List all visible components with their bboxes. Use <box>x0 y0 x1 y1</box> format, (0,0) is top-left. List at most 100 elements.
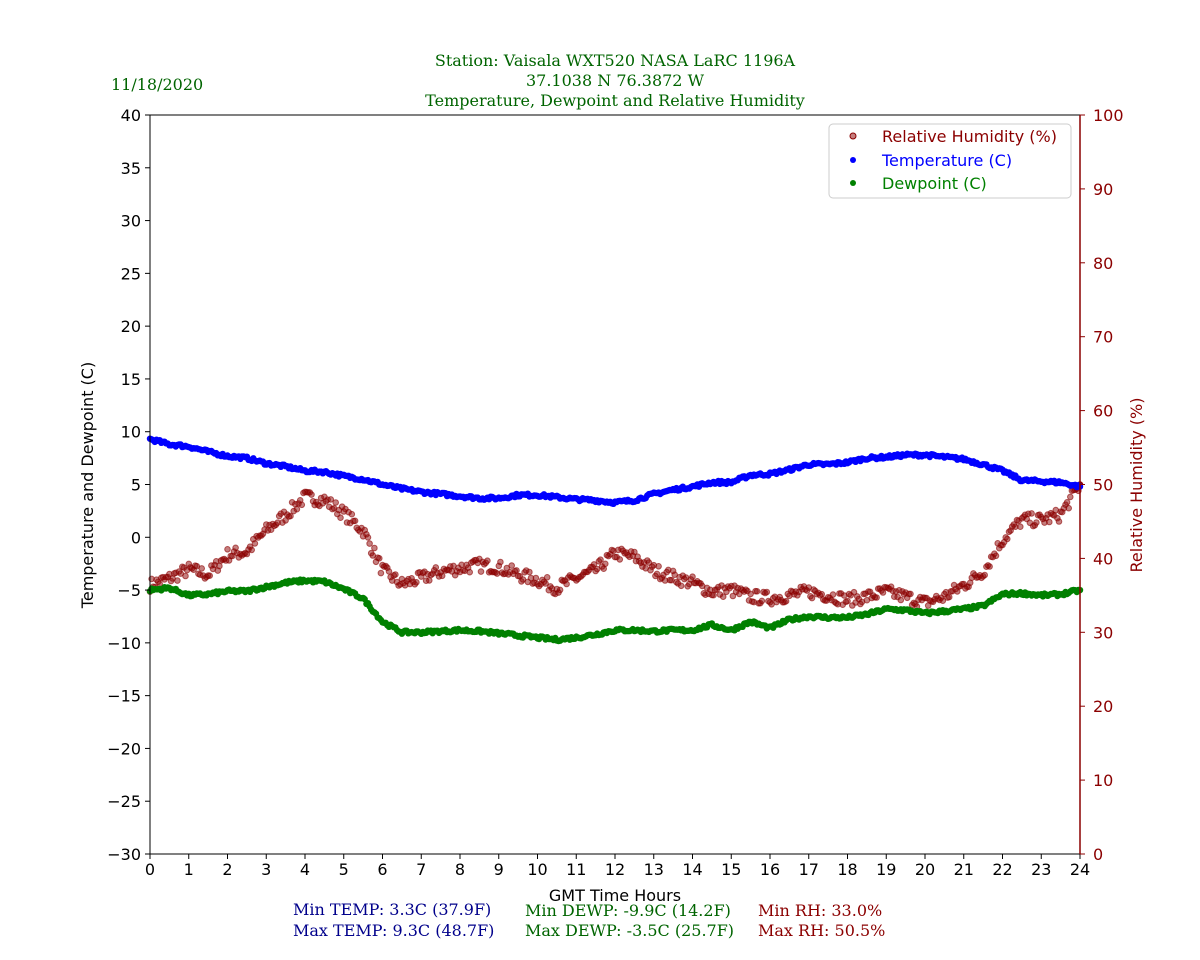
legend-marker-rh <box>849 132 857 140</box>
x-tick-label: 15 <box>721 860 741 879</box>
legend-marker-dewp <box>850 180 856 186</box>
y2-tick-label: 10 <box>1093 771 1113 790</box>
y-tick-label: 5 <box>131 476 141 495</box>
rh-point <box>992 552 1000 560</box>
legend-box <box>828 123 1072 199</box>
legend: Relative Humidity (%) Temperature (C) De… <box>828 123 1072 199</box>
x-tick-label: 20 <box>915 860 935 879</box>
x-tick-label: 9 <box>494 860 504 879</box>
x-axis-label: GMT Time Hours <box>549 886 681 905</box>
rh-point <box>616 556 624 563</box>
rh-point <box>513 567 520 574</box>
rh-point <box>542 580 549 587</box>
x-tick-label: 18 <box>837 860 857 879</box>
rh-point <box>497 558 504 566</box>
title-line-2: 37.1038 N 76.3872 W <box>526 71 705 90</box>
x-tick-label: 2 <box>222 860 232 879</box>
rh-point <box>763 588 771 596</box>
date-label: 11/18/2020 <box>111 75 203 94</box>
x-tick-label: 10 <box>527 860 547 879</box>
y-tick-label: −15 <box>107 687 141 706</box>
axes: 0 1 2 3 4 5 6 7 8 9 10 11 12 13 14 15 16 17 18 19 20 21 22 23 24… <box>107 106 1123 879</box>
min-temp-stat: Min TEMP: 3.3C (37.9F) <box>293 900 491 919</box>
x-tick-label: 0 <box>145 860 155 879</box>
y2-tick-label: 20 <box>1093 697 1113 716</box>
rh-point <box>371 544 378 552</box>
rh-point <box>1055 518 1063 525</box>
rh-point <box>348 510 356 518</box>
y-tick-label: −30 <box>107 845 141 864</box>
legend-marker-temp <box>850 157 856 163</box>
rh-point <box>655 563 662 570</box>
y2-tick-label: 70 <box>1093 328 1113 347</box>
x-tick-label: 6 <box>377 860 387 879</box>
rh-point <box>251 540 259 547</box>
rh-point <box>174 577 181 584</box>
x-tick-label: 7 <box>416 860 426 879</box>
rh-point <box>747 590 754 598</box>
rh-point <box>850 588 858 596</box>
rh-point <box>332 499 340 506</box>
rh-point <box>543 574 551 581</box>
rh-point <box>377 569 385 577</box>
rh-point <box>653 570 661 578</box>
y2-tick-label: 40 <box>1093 549 1113 568</box>
y2-tick-label: 90 <box>1093 180 1113 199</box>
y-tick-label: 15 <box>121 370 141 389</box>
min-rh-stat: Min RH: 33.0% <box>758 901 882 920</box>
rh-point <box>829 591 837 598</box>
y-tick-label: 20 <box>121 317 141 336</box>
rh-point <box>590 561 598 568</box>
y-tick-label: −5 <box>117 581 141 600</box>
rh-point <box>945 593 953 601</box>
rh-point <box>631 548 638 556</box>
rh-point <box>364 534 372 541</box>
rh-point <box>432 564 440 571</box>
rh-point <box>758 597 766 605</box>
rh-point <box>298 501 306 509</box>
x-tick-label: 19 <box>876 860 896 879</box>
max-temp-stat: Max TEMP: 9.3C (48.7F) <box>293 921 494 940</box>
title-line-3: Temperature, Dewpoint and Relative Humid… <box>425 91 805 110</box>
x-tick-label: 5 <box>339 860 349 879</box>
rh-point <box>327 496 335 503</box>
rh-point <box>287 512 294 520</box>
rh-point <box>392 571 399 578</box>
rh-point <box>477 568 485 575</box>
rh-point <box>224 546 231 553</box>
y-tick-label: 40 <box>121 106 141 125</box>
rh-point <box>689 573 696 581</box>
rh-point <box>1067 493 1074 501</box>
x-tick-label: 21 <box>954 860 974 879</box>
rh-point <box>198 565 205 572</box>
rh-point <box>1017 523 1024 531</box>
rh-point <box>556 586 564 594</box>
rh-point <box>1046 518 1053 526</box>
y2-tick-label: 0 <box>1093 845 1103 864</box>
rh-point <box>844 597 851 605</box>
rh-point <box>351 517 359 525</box>
y-tick-label: 35 <box>121 159 141 178</box>
series-dewp <box>146 576 1084 645</box>
rh-point <box>729 592 737 600</box>
rh-point <box>753 588 761 595</box>
plot-marks <box>146 435 1084 645</box>
rh-point <box>385 568 393 575</box>
y2-tick-label: 30 <box>1093 623 1113 642</box>
max-dewp-stat: Max DEWP: -3.5C (25.7F) <box>525 921 734 940</box>
rh-point <box>939 597 947 605</box>
x-tick-label: 12 <box>605 860 625 879</box>
rh-point <box>907 590 914 598</box>
x-tick-label: 22 <box>992 860 1012 879</box>
x-tick-label: 14 <box>682 860 702 879</box>
legend-label-temp: Temperature (C) <box>881 151 1012 170</box>
x-tick-label: 11 <box>566 860 586 879</box>
rh-point <box>532 574 540 582</box>
x-tick-label: 8 <box>455 860 465 879</box>
rh-point <box>879 589 887 596</box>
rh-point <box>293 505 301 513</box>
rh-point <box>677 582 685 590</box>
y-tick-label: −20 <box>107 739 141 758</box>
legend-label-dewp: Dewpoint (C) <box>882 174 987 193</box>
